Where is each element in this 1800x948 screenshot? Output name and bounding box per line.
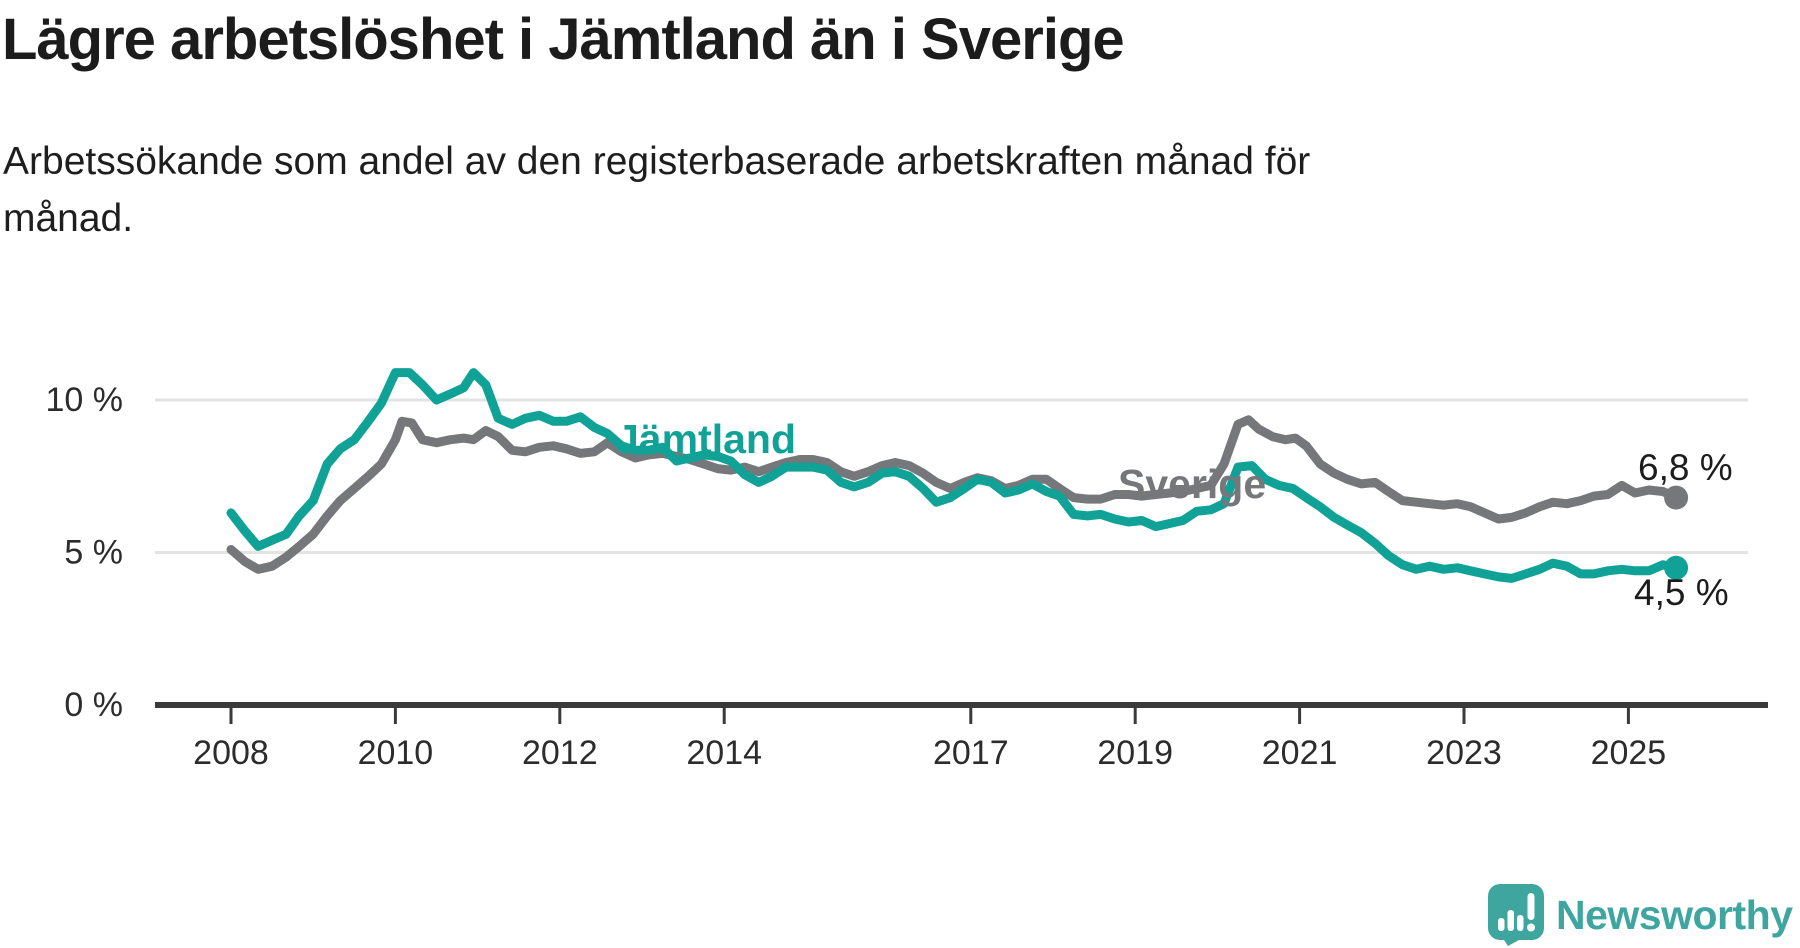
y-tick-label: 0 %	[64, 686, 123, 724]
end-value-label-jamtland: 4,5 %	[1634, 572, 1729, 613]
y-tick-label: 10 %	[46, 381, 124, 419]
newsworthy-logo: Newsworthy	[1488, 884, 1793, 946]
chart-subtitle: Arbetssökande som andel av den registerb…	[3, 140, 1311, 240]
series-label-sverige: Sverige	[1118, 461, 1267, 507]
end-dot-sverige	[1664, 485, 1689, 510]
x-tick-label: 2014	[686, 734, 762, 772]
end-value-label-sverige: 6,8 %	[1638, 447, 1733, 488]
x-tick-label: 2008	[193, 734, 269, 772]
series-label-jamtland: Jämtland	[616, 416, 796, 462]
x-tick-label: 2017	[933, 734, 1009, 772]
line-jämtland	[226, 368, 1681, 583]
x-tick-label: 2012	[522, 734, 598, 772]
newsworthy-logo-icon	[1488, 884, 1544, 946]
end-dot-jämtland	[1664, 555, 1689, 580]
x-tick-label: 2019	[1097, 734, 1173, 772]
x-tick-label: 2010	[358, 734, 434, 772]
y-tick-label: 5 %	[64, 534, 123, 572]
x-tick-label: 2021	[1262, 734, 1338, 772]
x-tick-label: 2023	[1426, 734, 1502, 772]
newsworthy-logo-text: Newsworthy	[1556, 891, 1793, 938]
x-tick-label: 2025	[1591, 734, 1667, 772]
chart-title: Lägre arbetslöshet i Jämtland än i Sveri…	[2, 7, 1125, 72]
line-sverige	[226, 415, 1681, 574]
